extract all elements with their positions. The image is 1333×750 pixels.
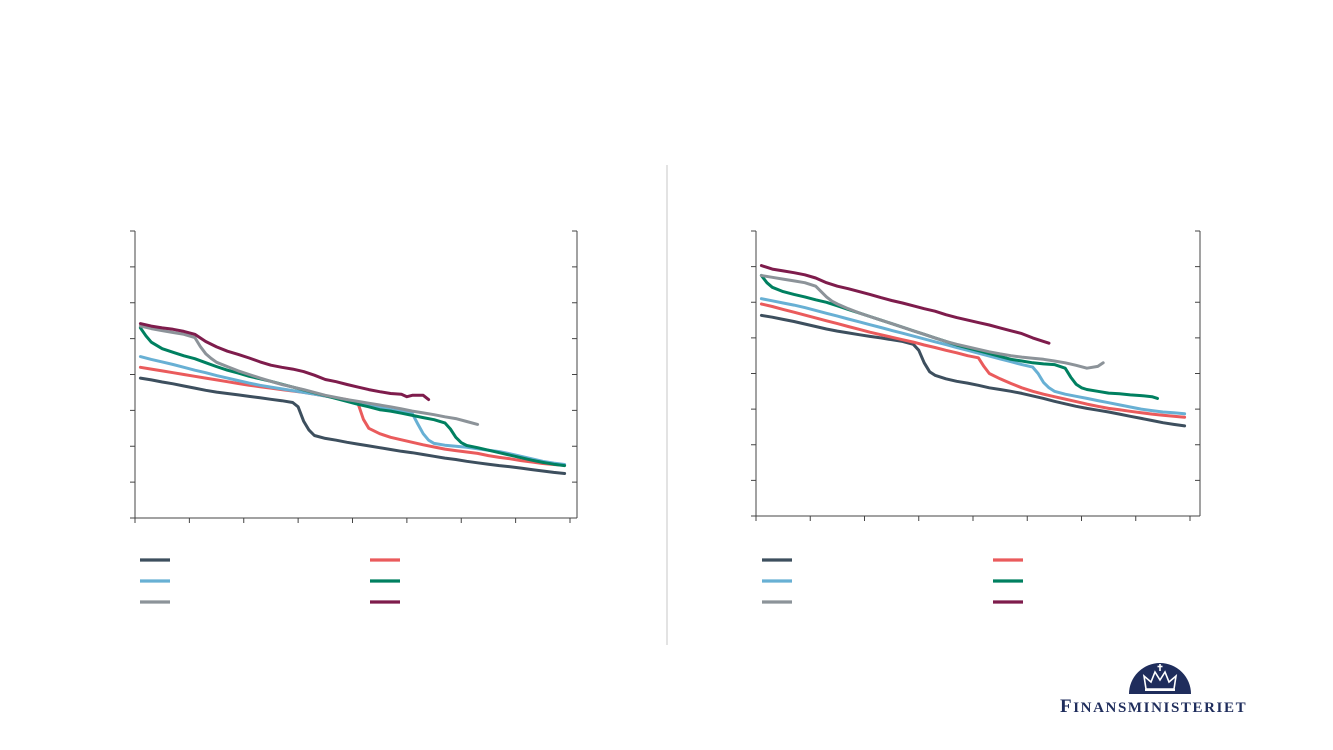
right-line-chart bbox=[751, 230, 1201, 521]
series-line-dark-slate bbox=[138, 376, 567, 475]
series-line-grey bbox=[138, 324, 480, 426]
logo-wordmark: FINANSMINISTERIET bbox=[1060, 696, 1248, 717]
series-line-light-blue bbox=[138, 355, 567, 466]
left-line-chart bbox=[130, 230, 578, 523]
series-line-dark-slate bbox=[759, 313, 1187, 428]
series-line-light-blue bbox=[759, 297, 1187, 416]
series-line-grey bbox=[759, 274, 1105, 370]
series-line-green bbox=[138, 326, 567, 468]
series-line-green bbox=[759, 274, 1159, 400]
left-chart-legend bbox=[140, 558, 400, 604]
series-line-plum bbox=[759, 264, 1051, 345]
series-line-coral bbox=[759, 302, 1187, 419]
crown-emblem-icon bbox=[1129, 663, 1191, 694]
finansministeriet-logo: FINANSMINISTERIET bbox=[1060, 658, 1260, 718]
series-line-plum bbox=[138, 322, 431, 402]
right-chart-legend bbox=[762, 558, 1023, 604]
